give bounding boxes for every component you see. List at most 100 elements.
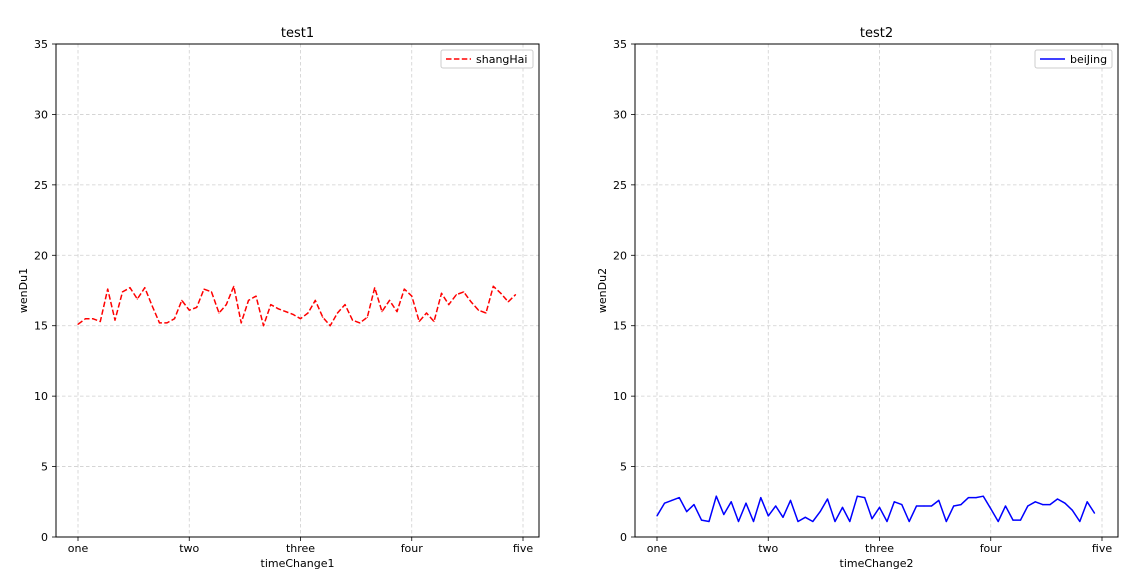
data-point [960,504,962,506]
data-point [196,306,198,308]
axes-frame [55,43,540,538]
data-point [136,298,138,300]
data-point [299,318,302,320]
data-point [351,319,354,321]
data-point [359,322,361,324]
y-tick-label: 5 [41,461,48,474]
data-point [1079,520,1081,523]
data-point [233,285,235,287]
y-tick-label: 15 [613,320,627,333]
data-point [381,311,383,313]
data-point [329,325,331,327]
data-point [166,322,168,324]
x-tick-label: one [647,542,668,555]
data-point [270,304,272,306]
data-point [715,495,717,497]
data-point [448,304,450,306]
y-tick-label: 0 [41,531,48,544]
data-point [463,291,465,293]
data-point [663,502,666,504]
data-point [396,311,398,313]
y-axis-label: wenDu1 [17,268,30,313]
y-tick-label: 35 [613,38,627,51]
x-tick-label: two [179,542,199,555]
data-point [344,304,346,306]
data-point [1049,504,1051,506]
data-point [225,304,227,306]
data-point [1027,505,1029,507]
data-point [500,292,502,294]
data-point [1042,504,1044,506]
legend-label: beiJing [1070,53,1107,66]
data-point [433,320,435,323]
chart-panel-2: one two three four five 0 5 10 15 20 25 30 35 test2 ti… [596,26,1119,570]
data-point [938,499,940,501]
data-point [930,505,933,507]
data-point [114,319,116,321]
y-tick-label: 25 [613,179,627,192]
data-point [849,520,851,523]
data-point [240,322,242,324]
data-point [856,495,858,497]
data-point [374,287,376,289]
data-point [819,511,821,513]
data-point [388,299,391,301]
y-tick-label: 35 [34,38,48,51]
data-point [485,312,487,314]
x-axis-label: timeChange2 [840,557,914,570]
data-point [1086,501,1088,503]
y-tick-label: 30 [613,108,627,121]
data-point [418,320,420,323]
y-tick-label: 10 [613,390,627,403]
data-point [1093,512,1096,514]
data-point [181,299,183,301]
data-point [277,308,279,310]
data-point [151,305,153,307]
data-point [871,518,873,520]
data-point [700,519,703,521]
x-tick-label: two [758,542,778,555]
data-point [218,312,220,314]
x-tick-label: five [1092,542,1112,555]
data-point [967,497,970,499]
data-point [1071,509,1073,511]
y-tick-label: 20 [613,249,627,262]
data-point [507,301,509,303]
data-point [812,520,814,523]
data-point [158,322,161,324]
data-point [745,502,747,504]
data-point [144,287,146,289]
data-point [997,520,999,523]
legend-box [1034,49,1113,69]
y-tick-label: 30 [34,108,48,121]
data-point [834,520,836,523]
data-point [173,318,176,320]
data-point [292,313,294,315]
y-tick-label: 15 [34,320,48,333]
data-point [1056,498,1059,500]
data-point [878,506,881,508]
data-point [285,311,287,313]
x-axis-label: timeChange1 [261,557,335,570]
data-point [210,291,213,293]
data-point [455,294,457,296]
data-point [901,504,903,506]
data-point [440,292,443,294]
x-tick-label: four [401,542,424,555]
data-point [1012,519,1014,521]
data-point [804,516,806,518]
chart-title: test1 [281,26,314,41]
data-point [990,508,992,510]
data-point [982,495,984,497]
legend-box [440,49,534,69]
data-point [723,513,725,516]
data-point [477,309,480,311]
data-point [425,312,428,314]
data-point [403,288,405,290]
data-point [975,497,977,499]
data-point [708,520,710,523]
data-point [945,520,947,523]
legend: shangHai [440,49,534,69]
y-tick-label: 5 [620,461,627,474]
